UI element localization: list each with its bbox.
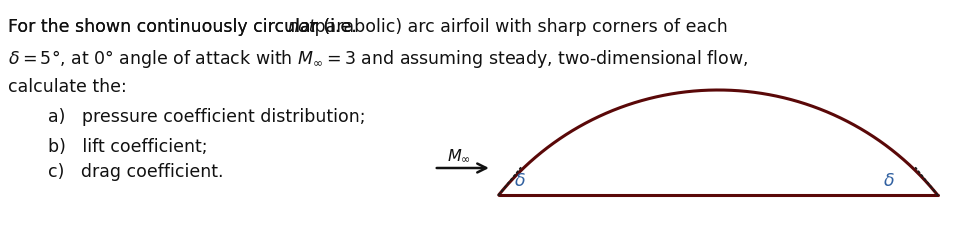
Text: calculate the:: calculate the: bbox=[8, 78, 127, 96]
Text: c)   drag coefficient.: c) drag coefficient. bbox=[48, 163, 224, 181]
Text: b)   lift coefficient;: b) lift coefficient; bbox=[48, 138, 207, 156]
Text: For the shown continuously circular (i.e.: For the shown continuously circular (i.e… bbox=[8, 18, 362, 36]
Text: For the shown continuously circular (i.e. not: For the shown continuously circular (i.e… bbox=[8, 18, 391, 36]
Text: For the shown continuously circular (i.e.: For the shown continuously circular (i.e… bbox=[8, 18, 362, 36]
Text: not: not bbox=[287, 18, 316, 36]
Text: $\delta$: $\delta$ bbox=[514, 172, 525, 190]
Text: parabolic) arc airfoil with sharp corners of each: parabolic) arc airfoil with sharp corner… bbox=[309, 18, 728, 36]
Text: a)   pressure coefficient distribution;: a) pressure coefficient distribution; bbox=[48, 108, 366, 126]
Text: $\delta$: $\delta$ bbox=[882, 172, 895, 190]
Text: $\delta = 5°$, at 0° angle of attack with $M_{\infty} = 3$ and assuming steady, : $\delta = 5°$, at 0° angle of attack wit… bbox=[8, 48, 748, 70]
Text: $M_{\infty}$: $M_{\infty}$ bbox=[446, 148, 470, 164]
